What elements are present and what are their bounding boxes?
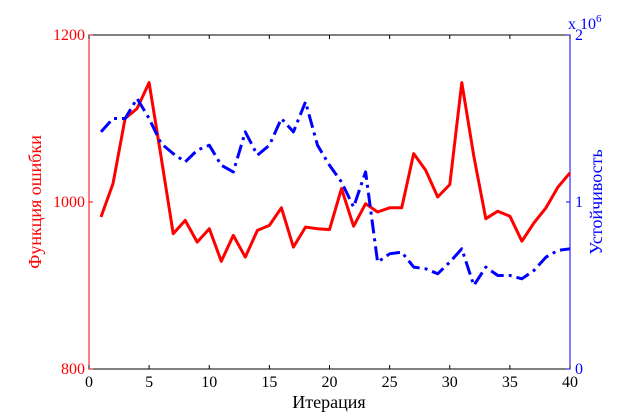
left-axis-ticks: 800 1000 1200: [53, 27, 93, 378]
x-tick-label: 10: [201, 374, 217, 391]
plot-area-frame: [88, 34, 571, 370]
series-layer: [99, 81, 572, 287]
right-tick-label: 2: [575, 27, 583, 44]
multiplier-base: x 10: [568, 16, 596, 33]
x-axis-ticks: 0 5 10 15 20 25 30 35 40: [85, 35, 578, 391]
left-tick-label: 1000: [53, 194, 85, 211]
right-axis-title: Устойчивость: [586, 149, 606, 254]
error-function-series-line: [99, 81, 572, 263]
x-tick-label: 5: [145, 374, 153, 391]
x-tick-label: 40: [562, 374, 578, 391]
right-tick-label: 1: [575, 194, 583, 211]
right-axis-ticks: 0 1 2: [566, 27, 583, 378]
x-tick-label: 0: [85, 374, 93, 391]
right-tick-label: 0: [575, 361, 583, 378]
left-axis-title: Функция ошибки: [25, 135, 45, 269]
right-axis-multiplier: x 106: [568, 13, 602, 33]
x-axis-title: Итерация: [292, 392, 365, 412]
x-tick-label: 35: [502, 374, 518, 391]
left-tick-label: 1200: [53, 27, 85, 44]
x-tick-label: 20: [322, 374, 338, 391]
x-tick-label: 25: [382, 374, 398, 391]
multiplier-exponent: 6: [596, 13, 602, 25]
stability-series-line: [99, 97, 571, 287]
left-tick-label: 800: [61, 361, 85, 378]
x-tick-label: 15: [261, 374, 277, 391]
x-tick-label: 30: [442, 374, 458, 391]
